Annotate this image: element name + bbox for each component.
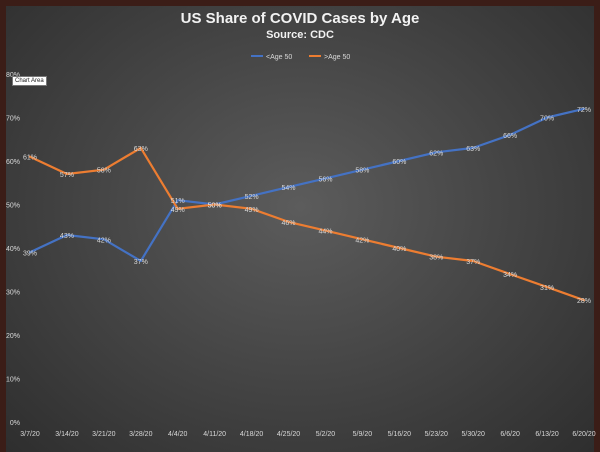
x-tick-label: 3/14/20 (55, 431, 78, 438)
over-50-data-label: 44% (318, 229, 332, 236)
under-50-data-label: 60% (392, 159, 406, 166)
x-tick-label: 4/25/20 (277, 431, 300, 438)
x-tick-label: 5/16/20 (388, 431, 411, 438)
chart-legend: <Age 50 >Age 50 (251, 54, 350, 61)
over-50-data-label: 57% (60, 172, 74, 179)
over-50-data-label: 31% (540, 285, 554, 292)
over-50-data-label: 49% (245, 207, 259, 214)
x-tick-label: 4/4/20 (168, 431, 188, 438)
series-lines (28, 107, 586, 302)
x-tick-label: 5/30/20 (462, 431, 485, 438)
legend-label: <Age 50 (266, 54, 292, 61)
over-50-data-label: 34% (503, 272, 517, 279)
over-50-data-label: 58% (97, 168, 111, 175)
y-tick-label: 20% (6, 333, 20, 340)
under-50-data-label: 54% (282, 185, 296, 192)
chart-title: US Share of COVID Cases by Age (180, 10, 420, 27)
under-50-data-label: 52% (245, 194, 259, 201)
under-50-data-label: 42% (97, 237, 111, 244)
x-tick-label: 6/13/20 (535, 431, 558, 438)
under-50-data-label: 66% (503, 133, 517, 140)
under-50-data-label: 58% (355, 168, 369, 175)
over-50-data-label: 61% (23, 155, 37, 162)
x-tick-label: 5/2/20 (316, 431, 336, 438)
over-50-data-label: 46% (282, 220, 296, 227)
under-50-data-label: 62% (429, 150, 443, 157)
under-50-data-label: 70% (540, 116, 554, 123)
y-tick-label: 60% (6, 159, 20, 166)
chart-panel (6, 6, 594, 452)
over-50-data-label: 28% (577, 298, 591, 305)
under-50-data-label: 50% (208, 203, 222, 210)
legend-label: >Age 50 (324, 54, 350, 61)
x-axis: 3/7/20 3/14/20 3/21/20 3/28/20 4/4/20 4/11/20… (20, 431, 596, 438)
under-50-line (28, 107, 586, 263)
under-50-data-label: 43% (60, 233, 74, 240)
y-axis: 0% 10% 20% 30% 40% 50% 60% 70% 80% (6, 72, 20, 427)
data-labels: 39% 43% 42% 37% 51% 50% 52% 54% 56% 58% 60% 62% 63% 6… (23, 107, 591, 305)
under-50-data-label: 39% (23, 250, 37, 257)
y-tick-label: 0% (10, 420, 20, 427)
over-50-data-label: 49% (171, 207, 185, 214)
y-tick-label: 50% (6, 203, 20, 210)
over-50-data-label: 50% (208, 203, 222, 210)
x-tick-label: 4/11/20 (203, 431, 226, 438)
x-tick-label: 3/28/20 (129, 431, 152, 438)
x-tick-label: 3/7/20 (20, 431, 40, 438)
under-50-data-label: 51% (171, 198, 185, 205)
x-tick-label: 5/9/20 (353, 431, 373, 438)
under-50-data-label: 56% (318, 176, 332, 183)
y-tick-label: 30% (6, 290, 20, 297)
over-50-data-label: 63% (134, 146, 148, 153)
x-tick-label: 3/21/20 (92, 431, 115, 438)
over-50-data-label: 42% (355, 237, 369, 244)
x-tick-label: 6/6/20 (500, 431, 520, 438)
under-50-data-label: 37% (134, 259, 148, 266)
y-tick-label: 10% (6, 377, 20, 384)
y-tick-label: 80% (6, 72, 20, 79)
chart-area-tooltip: Chart Area (12, 76, 47, 86)
under-50-data-label: 63% (466, 146, 480, 153)
over-50-data-label: 38% (429, 255, 443, 262)
x-tick-label: 5/23/20 (425, 431, 448, 438)
over-50-data-label: 40% (392, 246, 406, 253)
x-tick-label: 4/18/20 (240, 431, 263, 438)
chart-subtitle: Source: CDC (266, 29, 334, 41)
under-50-data-label: 72% (577, 107, 591, 114)
x-tick-label: 6/20/20 (572, 431, 595, 438)
y-tick-label: 70% (6, 116, 20, 123)
over-50-data-label: 37% (466, 259, 480, 266)
over-50-line (28, 146, 586, 302)
y-tick-label: 40% (6, 246, 20, 253)
